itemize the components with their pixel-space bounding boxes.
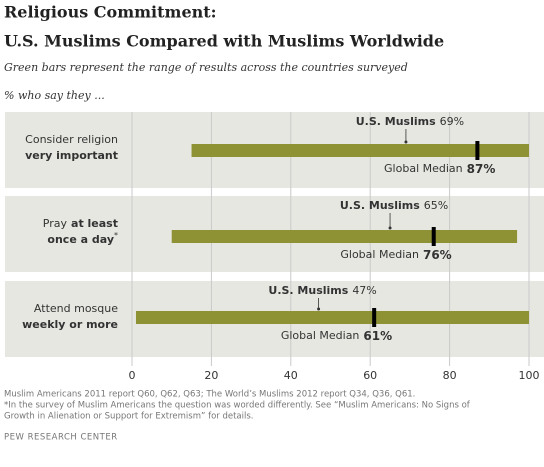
footnote: Growth in Alienation or Support for Extr… [4,412,254,422]
us-label: U.S. Muslims 69% [356,115,464,128]
x-tick-label: 20 [204,369,218,382]
range-bar [171,230,518,243]
median-label: Global Median 87% [384,162,495,176]
category-label: Attend mosque [34,302,118,315]
category-label: weekly or more [22,318,118,331]
category-segment: * [114,231,118,240]
footnote: Muslim Americans 2011 report Q60, Q62, Q… [4,390,415,400]
x-tick-label: 80 [443,369,457,382]
us-label: U.S. Muslims 65% [340,199,448,212]
median-label: Global Median 61% [281,329,392,343]
series-name: U.S. Muslims [356,115,436,128]
median-marker [431,227,436,246]
series-name: Global Median [384,162,463,175]
category-label: once a day* [47,231,118,246]
range-bar [191,144,530,157]
category-label: Consider religion [25,133,118,146]
source: PEW RESEARCH CENTER [4,433,118,443]
series-name: U.S. Muslims [268,284,348,297]
chart-title: Religious Commitment: [4,3,217,22]
x-tick-label: 0 [129,369,136,382]
category-segment: Consider religion [25,133,118,146]
category-segment: Attend mosque [34,302,118,315]
series-name: U.S. Muslims [340,199,420,212]
median-label: Global Median 76% [340,248,451,262]
value-label: 76% [423,248,452,262]
range-bar [135,311,529,324]
series-name: Global Median [340,248,419,261]
value-label: 47% [352,284,376,297]
series-name: Global Median [281,329,360,342]
category-segment: Pray [43,217,68,230]
category-label: Pray at least [43,217,118,230]
median-marker [475,141,480,160]
footnote: *In the survey of Muslim Americans the q… [4,401,471,411]
us-marker-dot [317,307,321,311]
value-label: 61% [363,329,392,343]
x-tick-label: 40 [284,369,298,382]
x-tick-label: 100 [519,369,540,382]
value-label: 69% [440,115,464,128]
us-marker-dot [404,140,408,144]
x-tick-label: 60 [363,369,377,382]
us-label: U.S. Muslims 47% [268,284,376,297]
question: % who say they ... [4,89,105,102]
us-marker-dot [388,226,392,230]
median-marker [372,308,377,327]
category-segment: weekly or more [22,318,118,331]
category-segment: very important [25,149,118,162]
chart-title: U.S. Muslims Compared with Muslims World… [4,32,444,51]
category-label: very important [25,149,118,162]
subtitle: Green bars represent the range of result… [4,61,408,74]
value-label: 87% [467,162,496,176]
category-segment: once a day [47,233,114,246]
category-segment: at least [71,217,118,230]
value-label: 65% [424,199,448,212]
